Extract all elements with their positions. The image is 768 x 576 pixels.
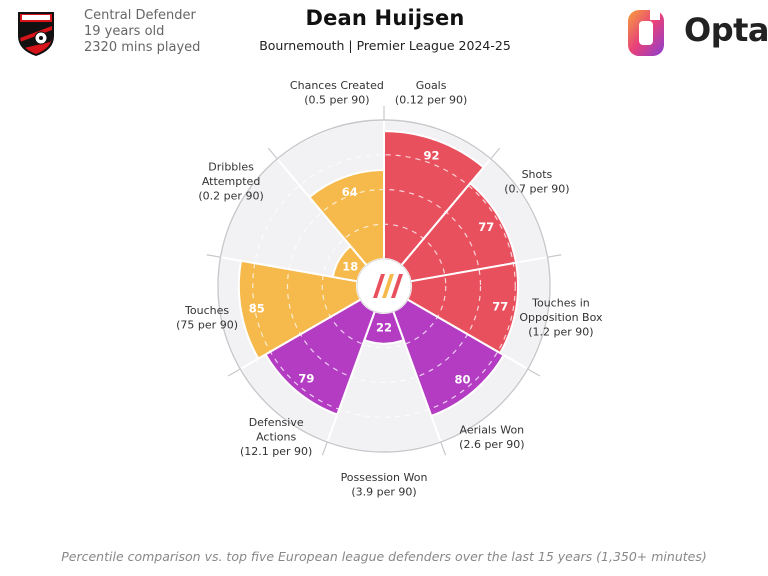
radar-grid-ring (321, 223, 447, 349)
radar-value-label: 22 (376, 321, 392, 335)
radar-category-label: Chances Created (0.5 per 90) (290, 79, 384, 107)
club-crest-icon (18, 12, 54, 56)
radar-value-label: 80 (455, 373, 471, 387)
page-subtitle: Bournemouth | Premier League 2024-25 (259, 38, 511, 53)
radar-category-label: Shots (0.7 per 90) (504, 168, 569, 196)
player-age: 19 years old (84, 24, 165, 39)
radar-spoke (227, 368, 241, 377)
page-title: Dean Huijsen (305, 6, 465, 30)
radar-hub (356, 258, 412, 314)
radar-spoke (490, 147, 501, 160)
radar-spoke (440, 441, 447, 456)
radar-value-label: 64 (342, 185, 358, 199)
radar-category-label: Touches (75 per 90) (176, 304, 238, 332)
radar-category-label: Aerials Won (2.6 per 90) (459, 423, 524, 451)
radar-category-label: Defensive Actions (12.1 per 90) (240, 416, 312, 458)
radar-value-label: 77 (492, 299, 508, 313)
radar-spoke (321, 441, 328, 456)
radar-grid-ring (252, 154, 516, 418)
radar-value-label: 18 (342, 260, 358, 274)
player-minutes: 2320 mins played (84, 40, 201, 55)
center-logo-icon (373, 274, 403, 298)
radar-value-label: 79 (298, 372, 314, 386)
radar-category-label: Dribbles Attempted (0.2 per 90) (198, 161, 263, 203)
player-position: Central Defender (84, 8, 196, 23)
opta-mark-icon (628, 8, 664, 56)
header: Dean Huijsen Bournemouth | Premier Leagu… (180, 6, 590, 53)
radar-value-label: 77 (478, 220, 494, 234)
player-info: Central Defender 19 years old 2320 mins … (84, 8, 200, 56)
radar-value-label: 92 (423, 148, 439, 162)
radar-category-label: Goals (0.12 per 90) (395, 79, 467, 107)
opta-logo: Opta (624, 6, 768, 60)
radar-category-label: Touches in Opposition Box (1.2 per 90) (519, 297, 603, 339)
radar-spoke (206, 254, 221, 258)
radar-grid-ring (286, 188, 482, 384)
radar-value-label: 85 (249, 301, 265, 315)
radar-category-label: Possession Won (3.9 per 90) (341, 471, 428, 499)
radar-spoke (527, 368, 541, 377)
footnote: Percentile comparison vs. top five Europ… (61, 549, 707, 564)
opta-wordmark: Opta (684, 11, 768, 49)
radar-spoke (267, 147, 278, 160)
radar-spoke (547, 254, 562, 258)
